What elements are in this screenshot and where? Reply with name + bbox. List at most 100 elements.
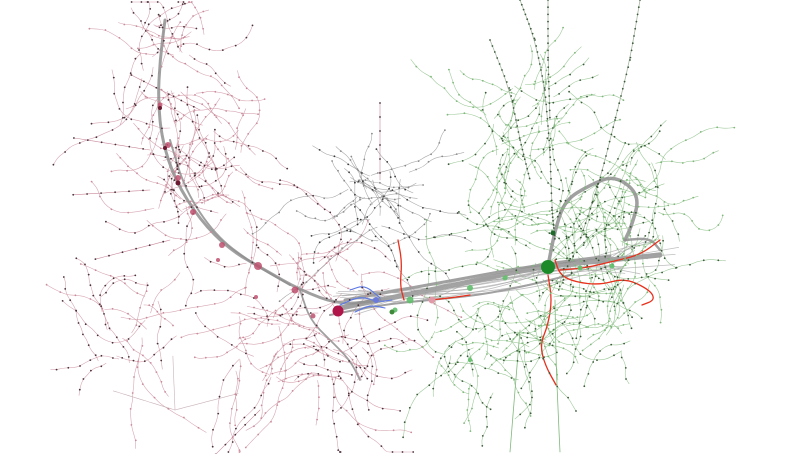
graph-node[interactable] [475, 166, 477, 169]
graph-node[interactable] [565, 235, 568, 238]
graph-node[interactable] [267, 382, 270, 385]
graph-node[interactable] [601, 207, 604, 210]
graph-node[interactable] [596, 204, 599, 207]
graph-node[interactable] [252, 332, 255, 335]
graph-node[interactable] [590, 291, 593, 294]
graph-node[interactable] [547, 49, 549, 52]
graph-node[interactable] [492, 189, 495, 192]
graph-node[interactable] [599, 201, 601, 204]
graph-node[interactable] [654, 239, 657, 241]
graph-node[interactable] [134, 104, 137, 107]
graph-node[interactable] [553, 125, 556, 128]
graph-node[interactable] [531, 127, 533, 130]
graph-node[interactable] [151, 74, 153, 77]
graph-node[interactable] [201, 170, 204, 173]
graph-node[interactable] [368, 272, 371, 274]
graph-node[interactable] [187, 165, 190, 167]
graph-node[interactable] [538, 63, 541, 65]
graph-node[interactable] [447, 374, 450, 376]
graph-node[interactable] [619, 289, 622, 291]
graph-node[interactable] [227, 157, 229, 160]
graph-node[interactable] [529, 415, 532, 417]
graph-node[interactable] [614, 215, 617, 217]
graph-node[interactable] [186, 212, 189, 215]
graph-node[interactable] [621, 254, 624, 257]
graph-node[interactable] [98, 303, 101, 306]
graph-node[interactable] [278, 183, 281, 186]
graph-node[interactable] [568, 322, 571, 324]
graph-node[interactable] [619, 118, 621, 121]
graph-node[interactable] [542, 81, 545, 83]
graph-node[interactable] [537, 217, 539, 219]
graph-node[interactable] [173, 200, 176, 202]
graph-node[interactable] [214, 167, 217, 170]
graph-node[interactable] [148, 304, 151, 307]
graph-node[interactable] [373, 207, 376, 209]
graph-node[interactable] [548, 344, 550, 347]
graph-node[interactable] [174, 154, 177, 157]
graph-node[interactable] [585, 326, 588, 329]
graph-node[interactable] [497, 306, 500, 308]
graph-node[interactable] [620, 187, 622, 190]
graph-node[interactable] [602, 215, 605, 218]
graph-node[interactable] [258, 323, 260, 326]
graph-node[interactable] [179, 309, 182, 311]
graph-node[interactable] [417, 238, 420, 241]
graph-node[interactable] [238, 99, 241, 102]
graph-node[interactable] [510, 91, 513, 94]
graph-node[interactable] [550, 199, 553, 202]
graph-node[interactable] [631, 245, 634, 248]
graph-node[interactable] [580, 101, 583, 104]
graph-node[interactable] [138, 325, 141, 328]
graph-node[interactable] [528, 177, 531, 180]
graph-node[interactable] [660, 249, 663, 252]
graph-node[interactable] [318, 289, 321, 292]
graph-node[interactable] [455, 100, 458, 102]
graph-node[interactable] [356, 168, 359, 171]
graph-node[interactable] [232, 135, 235, 137]
graph-node[interactable] [607, 183, 610, 186]
graph-node[interactable] [460, 316, 463, 318]
graph-node[interactable] [394, 259, 396, 262]
graph-node[interactable] [402, 341, 405, 344]
graph-node[interactable] [359, 366, 362, 369]
graph-node[interactable] [417, 328, 419, 331]
graph-node[interactable] [501, 154, 504, 156]
graph-node[interactable] [605, 292, 608, 295]
graph-node[interactable] [529, 27, 532, 30]
graph-node[interactable] [540, 171, 543, 173]
graph-node[interactable] [582, 63, 585, 66]
graph-node[interactable] [172, 249, 175, 252]
graph-node[interactable] [562, 278, 565, 281]
graph-node[interactable] [191, 143, 194, 145]
graph-node[interactable] [540, 115, 543, 118]
graph-node[interactable] [161, 26, 164, 29]
graph-node[interactable] [579, 280, 582, 283]
graph-node[interactable] [354, 181, 356, 184]
graph-node[interactable] [634, 163, 637, 166]
graph-node[interactable] [401, 451, 404, 453]
graph-node[interactable] [228, 324, 231, 327]
graph-node[interactable] [613, 305, 616, 308]
graph-node[interactable] [271, 187, 274, 190]
graph-node[interactable] [524, 141, 527, 144]
graph-node[interactable] [227, 451, 230, 453]
graph-node[interactable] [358, 179, 361, 182]
graph-node[interactable] [193, 58, 196, 60]
graph-node[interactable] [360, 375, 363, 378]
graph-node[interactable] [549, 243, 551, 245]
graph-node[interactable] [500, 313, 503, 316]
graph-node[interactable] [284, 377, 287, 380]
graph-node[interactable] [593, 317, 596, 320]
graph-node[interactable] [140, 62, 143, 65]
graph-node[interactable] [683, 213, 686, 216]
graph-node[interactable] [371, 380, 373, 382]
graph-node[interactable] [581, 349, 584, 352]
graph-node[interactable] [506, 148, 509, 151]
graph-node[interactable] [547, 0, 549, 1]
graph-node[interactable] [130, 74, 133, 76]
graph-node[interactable] [310, 235, 313, 237]
graph-node[interactable] [504, 356, 507, 359]
graph-node[interactable] [470, 384, 473, 387]
graph-node[interactable] [548, 372, 551, 374]
